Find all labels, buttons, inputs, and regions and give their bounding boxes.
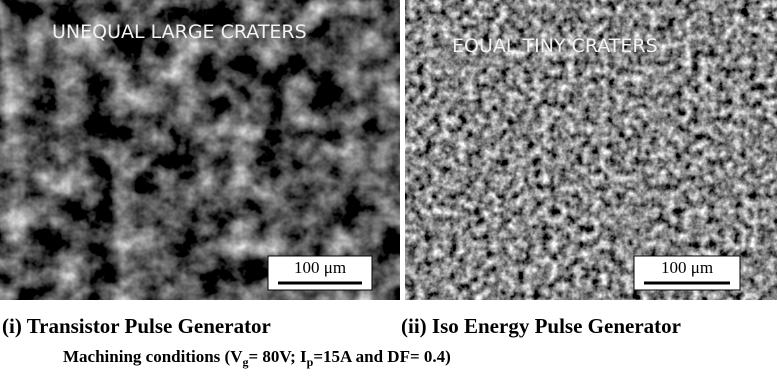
figure: UNEQUAL LARGE CRATERS EQUAL TINY CRATERS…	[0, 0, 777, 377]
caption-text: = 80V; I	[248, 347, 307, 366]
panel-label: EQUAL TINY CRATERS	[452, 35, 658, 57]
panel-caption: (i) Transistor Pulse Generator	[2, 314, 271, 338]
scale-label: 100 μm	[294, 258, 346, 277]
caption-text: =15A and DF= 0.4)	[313, 347, 450, 366]
panel-label: UNEQUAL LARGE CRATERS	[52, 21, 307, 43]
caption-text: Machining conditions (V	[63, 347, 243, 366]
figure-caption: Machining conditions (Vg= 80V; Ip=15A an…	[63, 347, 451, 369]
texture-left	[0, 0, 400, 300]
scale-label: 100 μm	[661, 258, 713, 277]
panel-caption: (ii) Iso Energy Pulse Generator	[401, 314, 681, 338]
